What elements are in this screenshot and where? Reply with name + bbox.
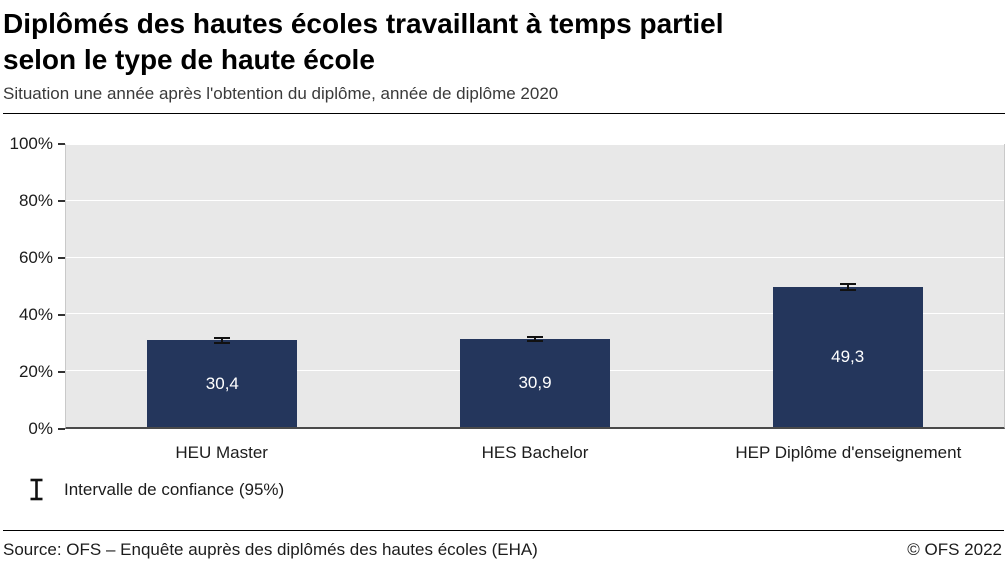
bar-slot: 49,3 xyxy=(691,145,1004,427)
tick-mark xyxy=(58,428,65,430)
y-tick-label: 0% xyxy=(28,419,65,439)
gridline xyxy=(66,144,1004,145)
bar-value-label: 49,3 xyxy=(831,346,865,366)
bar: 49,3 xyxy=(772,282,923,427)
x-axis-labels: HEU Master HES Bachelor HEP Diplôme d'ense… xyxy=(65,443,1005,463)
y-tick-label: 80% xyxy=(19,191,65,211)
error-bar xyxy=(527,335,543,343)
y-axis: 100% 80% 60% 40% 20% 0% xyxy=(3,134,65,438)
page-title-line1: Diplômés des hautes écoles travaillant à… xyxy=(3,8,724,39)
bar-value-label: 30,9 xyxy=(518,372,552,392)
bar-slot: 30,9 xyxy=(379,145,692,427)
tick-mark xyxy=(58,143,65,145)
legend: Intervalle de confiance (95%) xyxy=(29,478,1005,501)
page-title: Diplômés des hautes écoles travaillant à… xyxy=(3,6,1005,78)
x-axis-label: HEU Master xyxy=(175,443,268,462)
gridline xyxy=(66,256,1004,258)
bar-slot: 30,4 xyxy=(66,145,379,427)
y-tick-label: 40% xyxy=(19,305,65,325)
y-tick-label: 20% xyxy=(19,362,65,382)
divider-top xyxy=(3,113,1005,114)
divider-bottom xyxy=(3,530,1004,531)
bar: 30,9 xyxy=(460,335,610,427)
plot-area: 30,4 30,9 49,3 xyxy=(65,144,1005,429)
bar-chart: 100% 80% 60% 40% 20% 0% 30,4 30,9 49,3 HEU Mast… xyxy=(3,134,1005,463)
x-axis-label: HES Bachelor xyxy=(481,443,589,462)
tick-mark xyxy=(58,257,65,259)
x-axis-label: HEP Diplôme d'enseignement xyxy=(735,443,962,462)
bar: 30,4 xyxy=(147,336,298,427)
error-bar-icon xyxy=(29,478,44,501)
y-tick-label: 100% xyxy=(10,134,65,154)
error-bar xyxy=(839,282,856,291)
copyright-text: © OFS 2022 xyxy=(907,540,1002,559)
y-tick-label: 60% xyxy=(19,248,65,268)
legend-label: Intervalle de confiance (95%) xyxy=(64,479,285,499)
tick-mark xyxy=(58,371,65,373)
error-bar xyxy=(214,336,231,344)
tick-mark xyxy=(58,200,65,202)
footer: Source: OFS – Enquête auprès des diplômé… xyxy=(3,540,1004,570)
page-title-line2: selon le type de haute école xyxy=(3,44,375,75)
source-text: Source: OFS – Enquête auprès des diplômé… xyxy=(3,540,538,559)
bar-value-label: 30,4 xyxy=(205,373,239,393)
tick-mark xyxy=(58,314,65,316)
chart-subtitle: Situation une année après l'obtention du… xyxy=(3,84,559,103)
gridline xyxy=(66,200,1004,202)
gridline xyxy=(66,313,1004,315)
